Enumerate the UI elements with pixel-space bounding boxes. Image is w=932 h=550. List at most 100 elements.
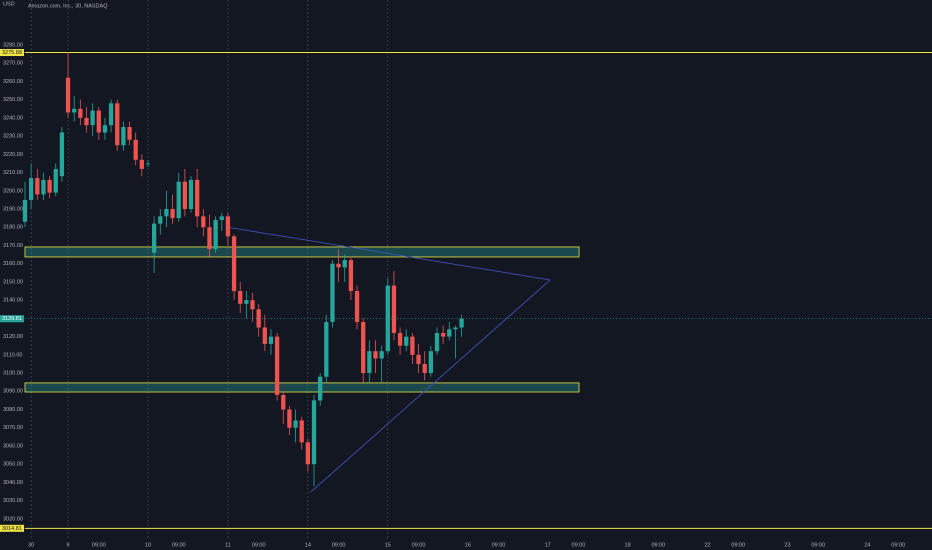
candle-body	[459, 318, 464, 328]
x-tick-label: 09:00	[572, 542, 586, 548]
candle-body	[410, 336, 415, 355]
candle-body	[453, 327, 458, 330]
candle-body	[78, 108, 83, 118]
level-label: 3014.81	[2, 526, 22, 532]
candle-body	[447, 329, 452, 337]
candle-body	[238, 291, 243, 304]
candle-body	[293, 420, 298, 428]
y-tick-label: 3180.00	[3, 225, 23, 231]
y-tick-label: 3100.00	[3, 371, 23, 377]
y-tick-label: 3160.00	[3, 261, 23, 267]
candle-body	[182, 181, 188, 210]
x-tick-label: 17	[545, 542, 551, 548]
x-tick-label: 09:00	[92, 542, 106, 548]
candle-body	[151, 223, 157, 253]
candle-body	[207, 227, 212, 250]
candle-body	[115, 103, 120, 146]
candle-body	[385, 285, 390, 352]
y-tick-label: 3150.00	[3, 279, 23, 285]
y-tick-label: 3080.00	[3, 407, 23, 413]
trendline	[227, 226, 551, 281]
x-tick-label: 15	[385, 542, 391, 548]
level-label-bg	[0, 49, 24, 57]
candle-body	[72, 108, 77, 113]
candle-body	[428, 351, 433, 374]
candle-body	[305, 442, 311, 465]
zone	[24, 382, 580, 393]
candle-body	[256, 309, 261, 328]
y-tick-label: 3120.00	[3, 334, 23, 340]
candle-body	[244, 300, 249, 304]
candle-body	[102, 125, 108, 133]
y-tick-label: 3040.00	[3, 480, 23, 486]
y-tick-label: 3140.00	[3, 298, 23, 304]
x-tick-label: 09:00	[651, 542, 665, 548]
candle-body	[311, 400, 317, 465]
candle-body	[318, 376, 323, 401]
candle-body	[145, 163, 151, 165]
candle-body	[250, 300, 255, 310]
candle-body	[108, 103, 114, 126]
candle-body	[201, 216, 206, 228]
candle-body	[268, 336, 274, 344]
candle-body	[416, 354, 421, 364]
x-tick-label: 22	[704, 542, 710, 548]
y-tick-label: 3070.00	[3, 425, 23, 431]
currency: USD	[3, 1, 15, 7]
candle-body	[127, 127, 132, 140]
y-tick-label: 3230.00	[3, 134, 23, 140]
y-tick-label: 3250.00	[3, 97, 23, 103]
candle-body	[158, 216, 163, 224]
candle-body	[262, 327, 267, 344]
y-tick-label: 3170.00	[3, 243, 23, 249]
candle-body	[397, 332, 403, 346]
x-tick-label: 11	[225, 542, 231, 548]
candle-body	[367, 351, 372, 374]
candle-body	[434, 332, 440, 352]
candle-body	[342, 260, 347, 268]
candle-body	[324, 322, 329, 377]
candle-body	[422, 363, 427, 374]
candle-body	[219, 216, 224, 220]
x-tick-label: 23	[784, 542, 790, 548]
x-tick-label: 09:00	[492, 542, 506, 548]
y-tick-label: 3280.00	[3, 42, 23, 48]
y-tick-label: 3030.00	[3, 498, 23, 504]
x-tick-label: 09:00	[252, 542, 266, 548]
candle-body	[188, 179, 194, 210]
candle-body	[96, 110, 101, 133]
candle-body	[176, 181, 181, 219]
y-tick-label: 3240.00	[3, 115, 23, 121]
x-tick-label: 09:00	[412, 542, 426, 548]
y-tick-label: 3090.00	[3, 389, 23, 395]
y-tick-label: 3110.00	[3, 352, 22, 358]
candle-body	[225, 216, 231, 237]
candle-body	[164, 209, 169, 217]
candle-body	[133, 139, 138, 160]
x-tick-label: 30	[28, 542, 34, 548]
last-price-bg	[0, 315, 24, 323]
trendline	[310, 279, 551, 493]
candle-body	[373, 351, 378, 359]
candle-body	[404, 336, 409, 346]
candle-body	[440, 332, 446, 337]
candle-body	[336, 263, 341, 268]
candle-body	[348, 260, 354, 292]
candle-body	[121, 127, 126, 146]
candle-body	[274, 336, 280, 395]
candle-body	[354, 291, 360, 323]
y-tick-label: 3210.00	[3, 170, 23, 176]
candle-body	[361, 322, 366, 374]
candle-body	[287, 409, 292, 428]
candle-body	[47, 179, 52, 193]
level-label-bg	[0, 524, 24, 532]
candle-body	[65, 77, 71, 113]
x-tick-label: 9	[67, 542, 70, 548]
y-tick-label: 3190.00	[3, 206, 23, 212]
candle-body	[59, 132, 65, 177]
y-tick-label: 3270.00	[3, 61, 23, 67]
y-tick-label: 3060.00	[3, 443, 23, 449]
y-tick-label: 3050.00	[3, 462, 23, 468]
candle-body	[170, 209, 175, 219]
x-tick-label: 10	[145, 542, 151, 548]
